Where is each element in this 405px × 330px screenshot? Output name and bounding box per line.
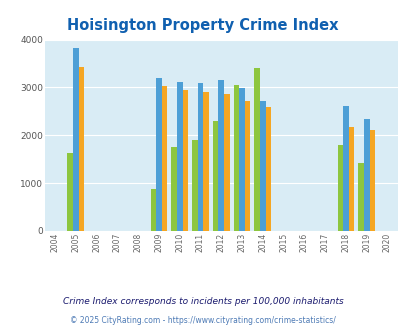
Bar — [224, 94, 229, 231]
Bar — [254, 68, 259, 231]
Text: Crime Index corresponds to incidents per 100,000 inhabitants: Crime Index corresponds to incidents per… — [62, 297, 343, 307]
Bar — [239, 88, 244, 231]
Bar — [177, 82, 182, 231]
Bar — [212, 121, 218, 231]
Bar — [156, 78, 161, 231]
Bar — [79, 67, 84, 231]
Bar — [244, 101, 250, 231]
Bar — [259, 101, 265, 231]
Bar — [218, 80, 224, 231]
Bar — [182, 90, 188, 231]
Bar — [358, 163, 363, 231]
Bar — [363, 119, 369, 231]
Bar — [369, 130, 374, 231]
Bar — [203, 92, 209, 231]
Bar — [73, 48, 79, 231]
Bar — [337, 145, 342, 231]
Bar — [342, 106, 348, 231]
Text: Hoisington Property Crime Index: Hoisington Property Crime Index — [67, 18, 338, 33]
Bar — [67, 153, 73, 231]
Text: © 2025 CityRating.com - https://www.cityrating.com/crime-statistics/: © 2025 CityRating.com - https://www.city… — [70, 316, 335, 325]
Bar — [265, 107, 271, 231]
Bar — [233, 84, 239, 231]
Bar — [192, 140, 197, 231]
Bar — [348, 127, 354, 231]
Bar — [197, 83, 203, 231]
Bar — [171, 147, 177, 231]
Bar — [161, 86, 167, 231]
Bar — [150, 189, 156, 231]
